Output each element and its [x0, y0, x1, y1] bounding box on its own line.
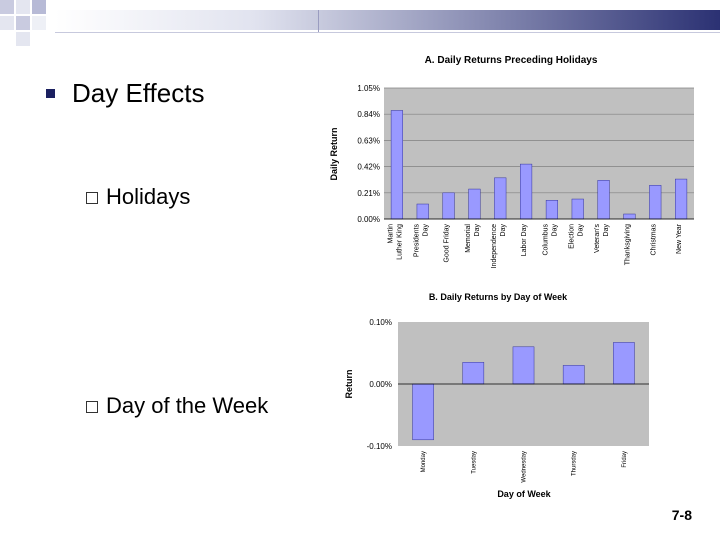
bar	[675, 178, 688, 220]
x-tick-label: New Year	[676, 223, 683, 254]
x-tick-label: Thursday	[572, 451, 578, 476]
sub-bullet-holidays: Holidays	[106, 184, 191, 209]
y-axis-label: Return	[344, 370, 354, 399]
sub-bullet-box	[86, 401, 98, 413]
slide-title: Day Effects	[72, 78, 205, 108]
y-tick-label: 0.00%	[369, 380, 392, 389]
x-tick-label: Tuesday	[471, 451, 477, 474]
x-tick-label: Good Friday	[444, 224, 451, 263]
bullet-square	[46, 89, 55, 98]
header-divider	[55, 32, 720, 33]
y-tick-label: 0.42%	[357, 163, 380, 172]
y-tick-label: 0.10%	[369, 318, 392, 327]
x-axis-label: Day of Week	[497, 489, 551, 499]
page-number: 7-8	[671, 507, 692, 523]
y-axis-label: Daily Return	[329, 127, 339, 180]
bar	[468, 188, 481, 220]
y-tick-label: 0.21%	[357, 189, 380, 198]
y-tick-label: -0.10%	[367, 442, 392, 451]
bar	[571, 198, 584, 220]
bar	[562, 365, 585, 385]
bar	[649, 185, 662, 220]
corner-decoration	[0, 0, 46, 46]
y-tick-label: 0.84%	[357, 110, 380, 119]
bar	[597, 180, 610, 220]
bar	[494, 177, 507, 220]
x-tick-label: Independence Day	[491, 224, 507, 269]
x-tick-label: Martin Luther King	[387, 224, 403, 260]
bar	[520, 163, 533, 220]
y-tick-label: 0.00%	[357, 215, 380, 224]
y-tick-label: 1.05%	[357, 84, 380, 93]
x-tick-label: Friday	[622, 451, 628, 468]
chart-holidays-svg: A. Daily Returns Preceding Holidays Dail…	[329, 55, 694, 269]
header-tick	[318, 10, 319, 32]
x-tick-label: Presidents Day	[413, 224, 429, 258]
x-tick-label: Wednesday	[522, 451, 528, 483]
chart-day-of-week-svg: B. Daily Returns by Day of Week Return D…	[344, 292, 649, 499]
x-tick-label: Thanksgiving	[624, 224, 631, 265]
bar	[412, 383, 434, 441]
sub-bullet-day-of-week: Day of the Week	[106, 393, 269, 418]
chart-title: B. Daily Returns by Day of Week	[429, 292, 568, 302]
bar	[623, 213, 636, 220]
bar	[442, 192, 455, 220]
bar	[416, 203, 429, 220]
chart-day-of-week: B. Daily Returns by Day of Week Return D…	[338, 283, 657, 507]
y-tick-label: 0.63%	[357, 136, 380, 145]
plot-area	[384, 88, 694, 219]
x-tick-label: Labor Day	[521, 224, 528, 257]
x-tick-label: Christmas	[650, 224, 657, 256]
sub-bullet-box	[86, 192, 98, 204]
header-gradient-bar	[55, 10, 720, 30]
bar	[462, 362, 485, 385]
bar	[545, 200, 558, 220]
chart-title: A. Daily Returns Preceding Holidays	[425, 55, 598, 66]
x-tick-label: Election Day	[568, 224, 584, 249]
bar	[512, 346, 535, 385]
bar	[390, 110, 403, 220]
x-tick-label: Columbus Day	[542, 224, 558, 256]
chart-holidays: A. Daily Returns Preceding Holidays Dail…	[321, 44, 704, 277]
x-tick-label: Memorial Day	[465, 224, 481, 253]
x-tick-label: Monday	[421, 451, 427, 472]
x-tick-label: Veteran's Day	[594, 224, 610, 253]
bar	[613, 342, 635, 385]
